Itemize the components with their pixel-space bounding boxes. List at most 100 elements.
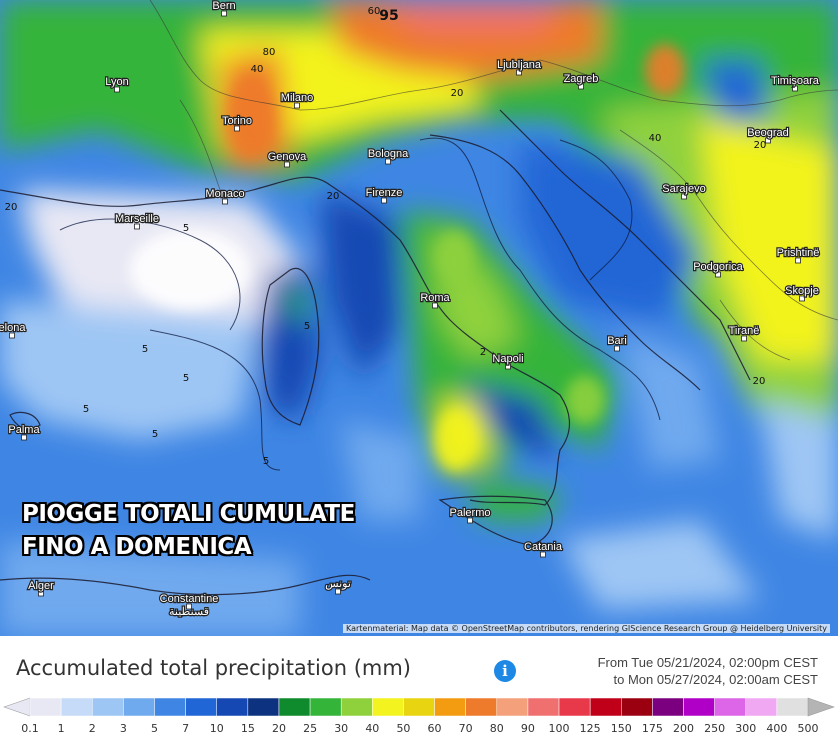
- city-label: Timișoara: [771, 75, 820, 87]
- scale-swatch-13: [434, 697, 466, 717]
- precipitation-map[interactable]: Bern Lyon Milano Torino Ljubljana Zagreb Timiș…: [0, 0, 838, 636]
- info-icon[interactable]: i: [494, 660, 516, 682]
- city-28: قسنطينة: [168, 605, 210, 619]
- scale-label-14: 70: [458, 722, 473, 735]
- city-3: Torino: [221, 114, 253, 132]
- city-10: Monaco: [204, 187, 246, 205]
- city-marker: [114, 86, 120, 93]
- scale-swatch-21: [683, 697, 715, 717]
- city-label: Zagreb: [564, 73, 599, 85]
- scale-swatch-12: [403, 697, 435, 717]
- contour-label-9: 5: [183, 223, 189, 234]
- city-label: Firenze: [366, 187, 403, 199]
- contour-label-8: 20: [5, 202, 18, 213]
- city-17: Roma: [419, 291, 452, 309]
- city-marker: [38, 590, 44, 597]
- scale-swatch-0: [29, 697, 62, 717]
- city-marker: [516, 69, 522, 76]
- city-label: Constantine: [160, 593, 219, 605]
- city-marker: [221, 10, 227, 17]
- city-label: elona: [0, 322, 26, 334]
- scale-swatch-11: [372, 697, 404, 717]
- city-26: تونس: [324, 577, 352, 595]
- scale-label-6: 10: [209, 722, 224, 735]
- scale-swatch-1: [60, 697, 93, 717]
- scale-swatch-9: [309, 697, 342, 717]
- scale-label-7: 15: [240, 722, 255, 735]
- scale-label-8: 20: [271, 722, 286, 735]
- overlay-title-line2: FINO A DOMENICA: [22, 534, 252, 560]
- city-13: Marseille: [114, 212, 160, 230]
- scale-label-3: 3: [119, 722, 127, 735]
- contour-label-16: 20: [753, 376, 766, 387]
- city-marker: [741, 335, 747, 342]
- city-marker: [381, 197, 387, 204]
- city-marker: [222, 198, 228, 205]
- city-marker: [765, 137, 771, 144]
- scale-swatch-20: [652, 697, 684, 717]
- city-marker: [792, 85, 798, 92]
- scale-swatch-23: [745, 697, 778, 717]
- city-12: Sarajevo: [661, 182, 707, 200]
- city-1: Lyon: [104, 75, 130, 93]
- city-marker: [799, 295, 805, 302]
- city-marker: [294, 102, 300, 109]
- scale-label-1: 1: [57, 722, 65, 735]
- scale-label-4: 5: [150, 722, 158, 735]
- scale-swatch-2: [91, 697, 124, 717]
- scale-swatch-15: [496, 697, 529, 717]
- city-8: Genova: [267, 150, 308, 168]
- contour-label-0: 95: [379, 8, 398, 24]
- city-marker: [715, 271, 721, 278]
- scale-swatch-14: [465, 697, 498, 717]
- scale-label-10: 30: [334, 722, 349, 735]
- city-21: Napoli: [491, 352, 525, 370]
- date-range-from: From Tue 05/21/2024, 02:00pm CEST: [597, 655, 818, 670]
- color-scale-bar: [3, 697, 835, 717]
- scale-label-12: 50: [396, 722, 411, 735]
- scale-label-16: 90: [520, 722, 535, 735]
- scale-label-23: 300: [735, 722, 757, 735]
- scale-swatch-24: [776, 697, 809, 717]
- city-label: Prishtinë: [777, 247, 820, 259]
- scale-label-0: 0.1: [21, 722, 39, 735]
- scale-arrow-left: [3, 697, 31, 717]
- scale-label-2: 2: [88, 722, 96, 735]
- city-7: Beograd: [746, 126, 790, 144]
- scale-swatch-22: [714, 697, 747, 717]
- contour-label-10: 5: [304, 321, 310, 332]
- city-15: Podgorica: [692, 260, 745, 278]
- city-label: قسنطينة: [169, 606, 209, 618]
- city-18: Tiranë: [727, 324, 761, 342]
- contour-label-13: 5: [83, 404, 89, 415]
- city-marker: [467, 517, 473, 524]
- contour-label-15: 2: [480, 347, 486, 358]
- scale-label-20: 175: [641, 722, 663, 735]
- city-9: Bologna: [367, 147, 410, 165]
- city-2: Milano: [280, 91, 314, 109]
- scale-label-11: 40: [365, 722, 380, 735]
- scale-label-22: 250: [704, 722, 726, 735]
- city-label: Podgorica: [693, 261, 743, 273]
- city-label: Torino: [222, 115, 252, 127]
- city-label: Bern: [212, 0, 235, 12]
- city-marker: [284, 161, 290, 168]
- date-range: From Tue 05/21/2024, 02:00pm CEST to Mon…: [598, 654, 818, 688]
- city-label: Sarajevo: [662, 183, 705, 195]
- city-labels: Bern Lyon Milano Torino Ljubljana Zagreb Timiș…: [0, 0, 821, 619]
- contour-label-6: 20: [754, 140, 767, 151]
- city-25: Alger: [27, 579, 55, 597]
- city-label: Beograd: [747, 127, 789, 139]
- city-marker: [614, 345, 620, 352]
- city-marker: [9, 332, 15, 339]
- city-marker: [578, 83, 584, 90]
- city-27: Constantine: [158, 592, 220, 610]
- city-label: تونس: [325, 578, 351, 590]
- city-marker: [540, 551, 546, 558]
- city-19: Bari: [606, 334, 628, 352]
- scale-swatch-18: [589, 697, 622, 717]
- city-label: Ljubljana: [497, 59, 542, 71]
- scale-label-24: 400: [766, 722, 788, 735]
- contour-label-4: 20: [451, 88, 464, 99]
